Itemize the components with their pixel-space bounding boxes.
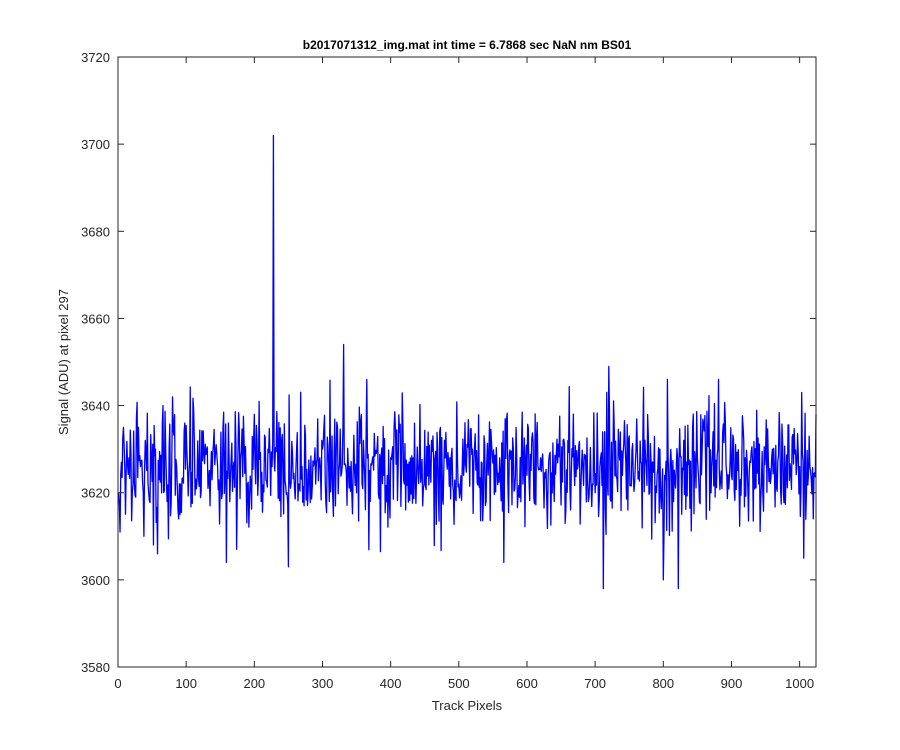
signal-series-line [118, 134, 817, 590]
x-tick-label: 100 [175, 676, 197, 691]
y-tick-label: 3720 [81, 50, 110, 65]
x-tick-label: 0 [114, 676, 121, 691]
y-tick-label: 3680 [81, 224, 110, 239]
plot-background [118, 57, 816, 667]
y-tick-label: 3580 [81, 660, 110, 675]
y-tick-label: 3600 [81, 573, 110, 588]
x-tick-label: 300 [312, 676, 334, 691]
x-tick-label: 1000 [785, 676, 814, 691]
y-tick-label: 3700 [81, 137, 110, 152]
x-tick-label: 600 [516, 676, 538, 691]
x-axis: 0 100 200 300 400 500 600 700 800 900 1000 [114, 57, 814, 691]
x-tick-label: 800 [652, 676, 674, 691]
x-tick-label: 200 [243, 676, 265, 691]
y-tick-label: 3660 [81, 311, 110, 326]
x-tick-label: 900 [721, 676, 743, 691]
y-tick-label: 3640 [81, 399, 110, 414]
y-axis-label: Signal (ADU) at pixel 297 [56, 289, 71, 435]
x-tick-label: 700 [584, 676, 606, 691]
y-tick-label: 3620 [81, 486, 110, 501]
x-tick-label: 500 [448, 676, 470, 691]
chart-title: b2017071312_img.mat int time = 6.7868 se… [303, 38, 632, 52]
x-axis-label: Track Pixels [432, 698, 503, 713]
y-axis: 3580 3600 3620 3640 3660 3680 3700 3720 [81, 50, 816, 675]
x-tick-label: 400 [380, 676, 402, 691]
plot-area [117, 56, 817, 668]
plot-frame [117, 56, 817, 668]
